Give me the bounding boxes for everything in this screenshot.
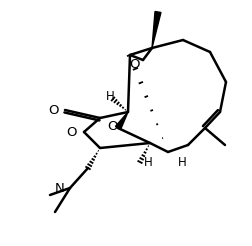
Polygon shape bbox=[152, 12, 161, 48]
Text: H: H bbox=[106, 90, 114, 103]
Text: H: H bbox=[144, 155, 153, 169]
Text: N: N bbox=[55, 182, 65, 195]
Text: H: H bbox=[178, 155, 187, 169]
Text: O: O bbox=[67, 125, 77, 138]
Text: O: O bbox=[130, 59, 140, 72]
Text: O: O bbox=[107, 120, 117, 133]
Text: O: O bbox=[48, 104, 59, 117]
Polygon shape bbox=[115, 112, 128, 130]
